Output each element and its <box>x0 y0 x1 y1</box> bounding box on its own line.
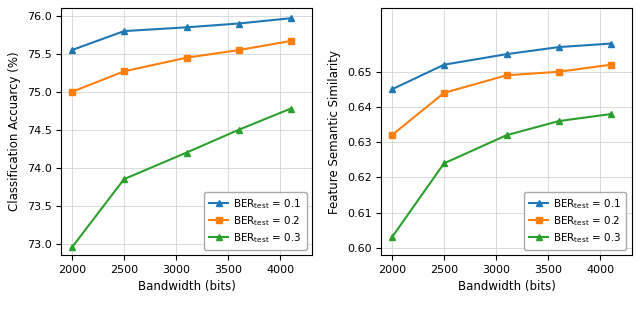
BER$_{\mathregular{test}}$ = 0.3 <box>183 151 191 155</box>
Y-axis label: Feature Semantic Similarity: Feature Semantic Similarity <box>328 50 341 214</box>
BER$_{\mathregular{test}}$ = 0.2 <box>502 73 510 77</box>
BER$_{\mathregular{test}}$ = 0.1 <box>287 16 294 20</box>
Line: BER$_{\mathregular{test}}$ = 0.2: BER$_{\mathregular{test}}$ = 0.2 <box>388 62 614 138</box>
BER$_{\mathregular{test}}$ = 0.3 <box>607 112 614 116</box>
BER$_{\mathregular{test}}$ = 0.1 <box>68 48 76 52</box>
BER$_{\mathregular{test}}$ = 0.2 <box>183 56 191 59</box>
BER$_{\mathregular{test}}$ = 0.1 <box>607 42 614 45</box>
BER$_{\mathregular{test}}$ = 0.2 <box>235 48 243 52</box>
BER$_{\mathregular{test}}$ = 0.2 <box>287 39 294 43</box>
BER$_{\mathregular{test}}$ = 0.1 <box>388 87 396 91</box>
BER$_{\mathregular{test}}$ = 0.2 <box>120 69 128 73</box>
BER$_{\mathregular{test}}$ = 0.3 <box>388 235 396 239</box>
BER$_{\mathregular{test}}$ = 0.2 <box>440 91 448 95</box>
Line: BER$_{\mathregular{test}}$ = 0.1: BER$_{\mathregular{test}}$ = 0.1 <box>388 40 614 92</box>
BER$_{\mathregular{test}}$ = 0.3 <box>502 133 510 137</box>
BER$_{\mathregular{test}}$ = 0.2 <box>68 90 76 94</box>
BER$_{\mathregular{test}}$ = 0.1 <box>502 52 510 56</box>
BER$_{\mathregular{test}}$ = 0.1 <box>555 45 563 49</box>
BER$_{\mathregular{test}}$ = 0.3 <box>287 107 294 110</box>
BER$_{\mathregular{test}}$ = 0.3 <box>120 177 128 181</box>
X-axis label: Bandwidth (bits): Bandwidth (bits) <box>138 280 236 293</box>
Legend: BER$_{\mathregular{test}}$ = 0.1, BER$_{\mathregular{test}}$ = 0.2, BER$_{\mathr: BER$_{\mathregular{test}}$ = 0.1, BER$_{… <box>524 192 627 250</box>
BER$_{\mathregular{test}}$ = 0.1 <box>440 63 448 67</box>
Line: BER$_{\mathregular{test}}$ = 0.3: BER$_{\mathregular{test}}$ = 0.3 <box>68 105 294 251</box>
Legend: BER$_{\mathregular{test}}$ = 0.1, BER$_{\mathregular{test}}$ = 0.2, BER$_{\mathr: BER$_{\mathregular{test}}$ = 0.1, BER$_{… <box>204 192 307 250</box>
BER$_{\mathregular{test}}$ = 0.1 <box>235 22 243 26</box>
BER$_{\mathregular{test}}$ = 0.1 <box>120 29 128 33</box>
BER$_{\mathregular{test}}$ = 0.3 <box>68 246 76 249</box>
BER$_{\mathregular{test}}$ = 0.2 <box>555 70 563 74</box>
BER$_{\mathregular{test}}$ = 0.2 <box>607 63 614 67</box>
BER$_{\mathregular{test}}$ = 0.3 <box>235 128 243 132</box>
BER$_{\mathregular{test}}$ = 0.1 <box>183 26 191 29</box>
Line: BER$_{\mathregular{test}}$ = 0.2: BER$_{\mathregular{test}}$ = 0.2 <box>68 38 294 95</box>
Line: BER$_{\mathregular{test}}$ = 0.3: BER$_{\mathregular{test}}$ = 0.3 <box>388 111 614 240</box>
Line: BER$_{\mathregular{test}}$ = 0.1: BER$_{\mathregular{test}}$ = 0.1 <box>68 15 294 53</box>
Y-axis label: Classification Accuarcy (%): Classification Accuarcy (%) <box>8 52 21 211</box>
BER$_{\mathregular{test}}$ = 0.3 <box>440 161 448 165</box>
BER$_{\mathregular{test}}$ = 0.3 <box>555 119 563 123</box>
BER$_{\mathregular{test}}$ = 0.2 <box>388 133 396 137</box>
X-axis label: Bandwidth (bits): Bandwidth (bits) <box>458 280 556 293</box>
